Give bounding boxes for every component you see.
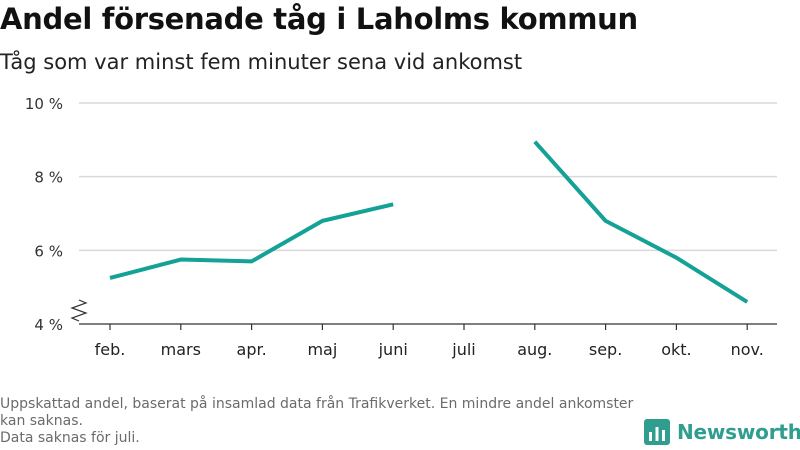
x-tick-label: mars (161, 340, 201, 359)
x-tick-label: apr. (237, 340, 267, 359)
series-lines (109, 140, 749, 304)
y-tick-label: 8 % (34, 169, 63, 187)
x-axis: feb. mars apr. maj juni juli aug. sep. okt. nov. (70, 299, 777, 359)
x-tick-label: juni (378, 340, 408, 359)
y-tick-label: 6 % (34, 242, 63, 260)
x-tick-label: nov. (731, 340, 764, 359)
x-tick-label: maj (307, 340, 337, 359)
footnote-line-1: Uppskattad andel, baserat på insamlad da… (0, 396, 634, 429)
footnote: Uppskattad andel, baserat på insamlad da… (0, 396, 640, 447)
x-tick-label: okt. (661, 340, 691, 359)
y-tick-label: 10 % (25, 95, 63, 113)
chart-subtitle: Tåg som var minst fem minuter sena vid a… (0, 50, 523, 74)
series-line (109, 202, 394, 280)
brand-logo: Newsworthy (644, 419, 800, 445)
y-tick-label: 4 % (34, 316, 63, 334)
x-tick-label: aug. (517, 340, 552, 359)
chart-title: Andel försenade tåg i Laholms kommun (0, 2, 638, 36)
axis-break-icon (70, 299, 88, 322)
line-chart: 4 % 6 % 8 % 10 % feb. mars apr. maj juni juli aug… (25, 95, 777, 359)
footnote-line-2: Data saknas för juli. (0, 430, 140, 446)
series-line (533, 140, 749, 304)
x-tick-label: sep. (589, 340, 622, 359)
y-axis-ticks: 4 % 6 % 8 % 10 % (25, 95, 63, 334)
bar-chart-logo-icon (644, 419, 670, 445)
x-tick-label: juli (451, 340, 475, 359)
brand-name: Newsworthy (677, 420, 800, 444)
gridlines (79, 102, 777, 252)
x-tick-label: feb. (95, 340, 126, 359)
